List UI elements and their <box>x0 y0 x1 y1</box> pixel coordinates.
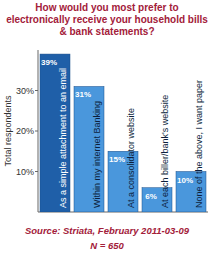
y-tick-label: 20% <box>16 126 34 136</box>
chart-svg: 10% 20% 30%Total respondents As a simple at… <box>0 0 214 260</box>
bar-texts: As a simple attachment to an email39% Wit… <box>41 58 204 208</box>
data-label: 10% <box>177 176 193 185</box>
y-tick-label: 30% <box>16 86 34 96</box>
annotation: N = 650 <box>90 240 124 251</box>
bar <box>74 86 104 212</box>
category-label: At a consolidator website <box>126 108 136 208</box>
bar <box>40 54 70 212</box>
source: Source: Striata, February 2011-03-09 <box>25 225 190 236</box>
category-label: Within my internet Banking <box>92 101 102 208</box>
y-tick-label: 10% <box>16 167 34 177</box>
data-label: 15% <box>109 155 125 164</box>
y-tick <box>35 171 38 172</box>
category-label: As a simple attachment to an email <box>58 68 68 208</box>
y-tick <box>35 131 38 132</box>
y-tick <box>35 90 38 91</box>
category-label: At each biller/bank's website <box>160 95 170 208</box>
data-label: 31% <box>75 90 91 99</box>
y-axis-label: Total respondents <box>3 95 13 167</box>
title: How would you most prefer to electronica… <box>3 2 211 38</box>
chart-root: How would you most prefer to electronica… <box>0 0 214 260</box>
bars <box>40 54 206 212</box>
category-label: None of the above, I want paper <box>194 80 204 208</box>
data-label: 6% <box>145 192 157 201</box>
data-label: 39% <box>41 58 57 67</box>
